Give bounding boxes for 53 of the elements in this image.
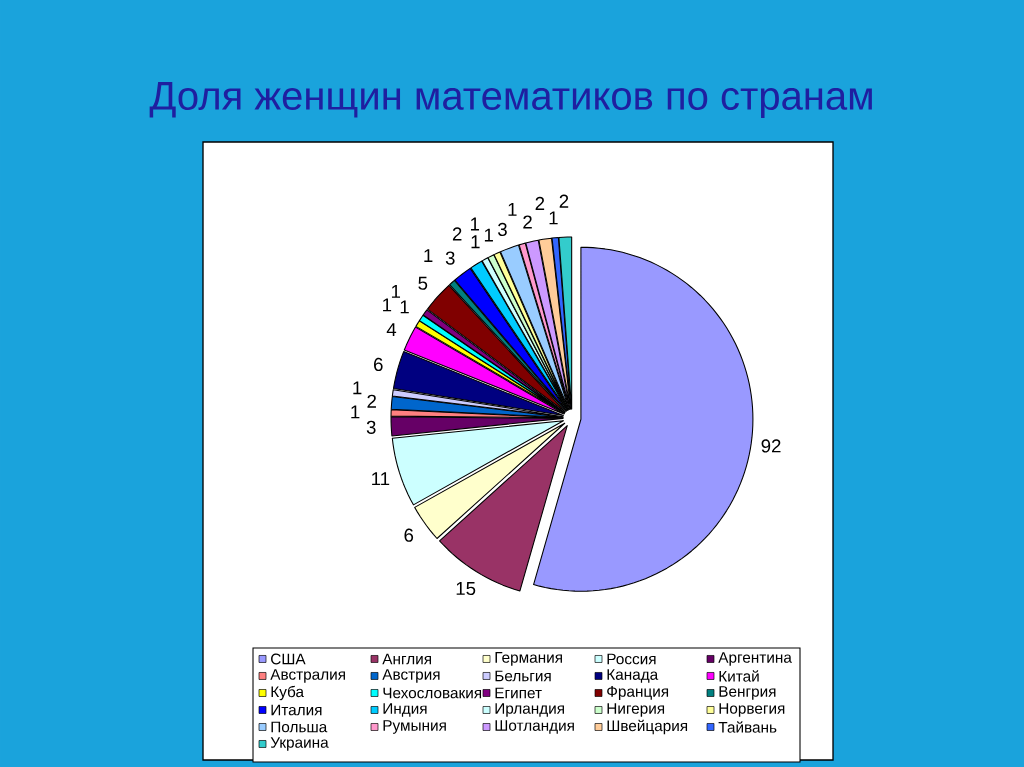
data-label: 1	[424, 249, 433, 262]
data-label: 1	[400, 300, 409, 314]
data-label: 1	[470, 217, 480, 231]
legend-label: Германия	[495, 652, 562, 666]
data-label: 2	[559, 194, 569, 208]
data-label: 5	[418, 276, 428, 290]
data-label: 3	[366, 420, 376, 434]
legend-label: Шотландия	[495, 720, 574, 734]
legend-label: Ирландия	[495, 703, 564, 717]
data-label: 6	[374, 357, 383, 372]
legend-label: Польша	[271, 721, 328, 733]
data-label: 1	[508, 202, 517, 216]
data-label: 1	[351, 405, 360, 419]
legend-label: Румыния	[383, 720, 446, 734]
data-label: 1	[484, 228, 493, 242]
data-label: 3	[445, 251, 455, 265]
data-label: 11	[372, 472, 390, 486]
data-label: 4	[386, 323, 397, 336]
legend-label: Австрия	[382, 669, 440, 683]
data-label: 2	[535, 196, 545, 210]
legend-label: Россия	[607, 653, 656, 665]
legend-label: Нигерия	[607, 703, 665, 717]
data-label: 1	[471, 235, 480, 249]
legend-label: Венгрия	[719, 686, 776, 700]
chart-title: Доля женщин математиков по странам	[149, 82, 872, 118]
legend-label: Индия	[383, 703, 427, 717]
legend-label: Египет	[495, 687, 542, 699]
legend-label: Франция	[607, 686, 669, 700]
data-label: 2	[452, 227, 462, 241]
legend-label: Чехословакия	[383, 687, 482, 699]
legend-label: Австралия	[270, 669, 345, 683]
legend-label: Куба	[271, 685, 305, 701]
data-label: 2	[523, 215, 532, 229]
data-label: 2	[367, 394, 376, 408]
legend-label: Китай	[719, 670, 759, 682]
legend-label: Тайвань	[718, 721, 777, 733]
legend-label: Швейцария	[607, 719, 688, 735]
legend-label: Канада	[607, 669, 659, 683]
data-label: 3	[498, 222, 507, 237]
legend-label: Бельгия	[495, 670, 551, 682]
data-label: 1	[353, 381, 362, 395]
data-label: 6	[404, 528, 414, 542]
data-label: 1	[549, 211, 558, 225]
legend-label: Аргентина	[718, 652, 792, 666]
legend-label: Италия	[271, 704, 322, 716]
legend-label: Украина	[270, 737, 329, 751]
legend-label: США	[271, 653, 306, 665]
data-label: 1	[391, 285, 401, 298]
legend-label: Англия	[382, 653, 431, 665]
data-label: 92	[761, 439, 781, 453]
data-label: 15	[456, 582, 476, 596]
data-label: 1	[383, 298, 392, 312]
legend-label: Норвегия	[719, 703, 785, 717]
